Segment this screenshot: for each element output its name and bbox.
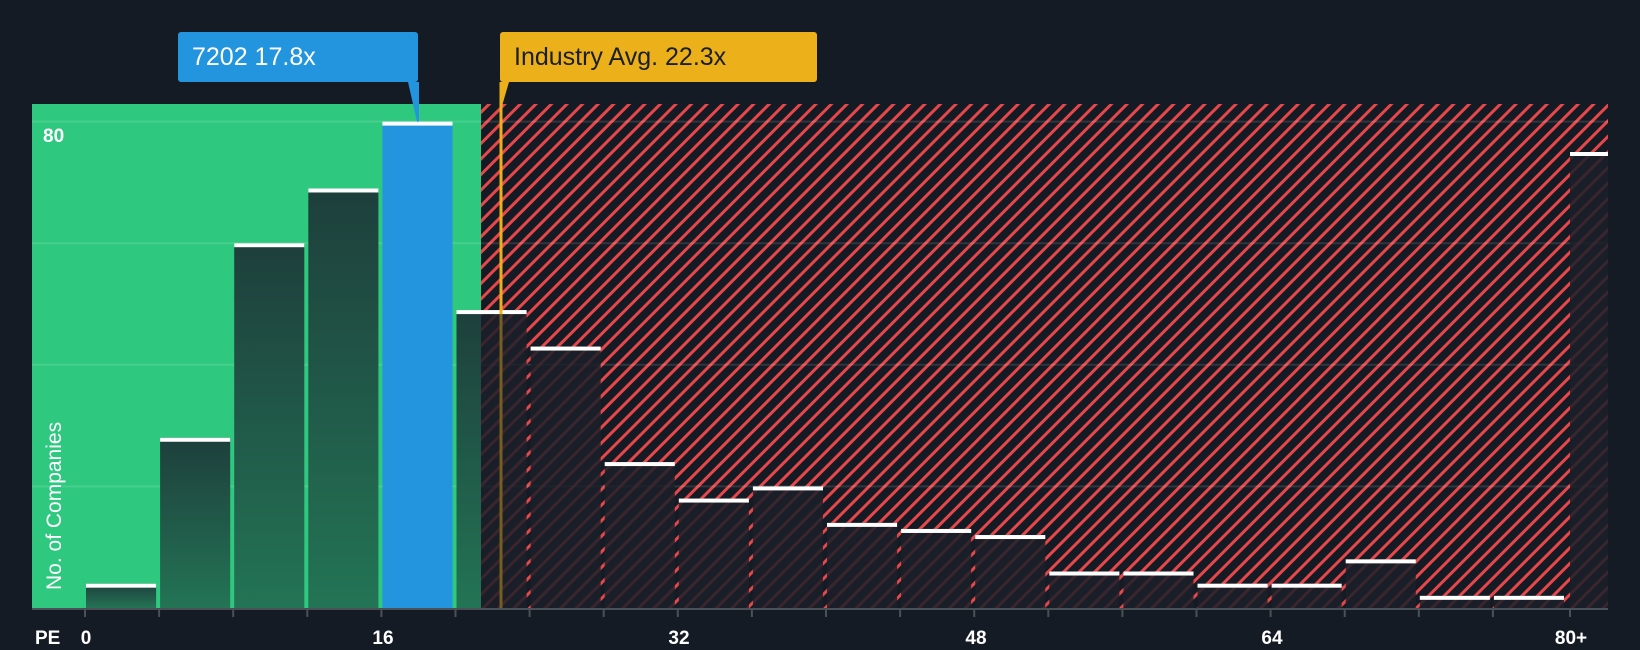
x-tick-16: 16 (372, 628, 394, 649)
x-tick-80-plus: 80+ (1554, 628, 1588, 649)
bar-cap (1493, 595, 1564, 600)
histogram-bar (481, 310, 527, 608)
histogram-bar (901, 528, 972, 608)
histogram-bar (456, 310, 481, 608)
bar-cap (678, 498, 749, 503)
bar-cap (1345, 559, 1416, 564)
histogram-bar (1570, 152, 1608, 608)
x-axis-prefix: PE (35, 628, 61, 649)
bar-cap (827, 522, 898, 527)
histogram-bar (975, 535, 1046, 608)
bar-cap (1271, 583, 1342, 588)
histogram-bar (1123, 571, 1194, 608)
histogram-bars (86, 121, 1608, 609)
bar-cap (1570, 152, 1608, 156)
y-tick-80: 80 (43, 126, 65, 147)
bar-cap (456, 310, 527, 315)
bar-cap (308, 188, 379, 193)
company-pe-callout: 7202 17.8x (178, 32, 418, 82)
histogram-bar (1049, 571, 1120, 608)
bar-cap (382, 121, 453, 126)
bar-cap (1419, 595, 1490, 600)
x-tick-32: 32 (668, 628, 690, 649)
y-axis-title: No. of Companies (43, 421, 66, 590)
company-pointer (408, 82, 418, 122)
histogram-bar (752, 486, 823, 608)
bar-cap (160, 437, 231, 442)
histogram-bar (234, 243, 305, 608)
bar-cap (901, 528, 972, 533)
bar-cap (604, 462, 675, 467)
histogram-bar (1197, 583, 1268, 608)
industry-avg-callout: Industry Avg. 22.3x (500, 32, 817, 82)
bar-cap (86, 583, 157, 588)
bar-cap (1197, 583, 1268, 588)
histogram-bar (160, 437, 231, 608)
histogram-bar (308, 188, 379, 609)
bar-cap (1049, 571, 1120, 576)
bar-cap (234, 243, 305, 248)
x-tick-48: 48 (965, 628, 987, 649)
histogram-bar (1345, 559, 1416, 608)
histogram-bar (1271, 583, 1342, 608)
histogram-bar (827, 522, 898, 608)
histogram-bar (382, 121, 453, 608)
histogram-bar (86, 583, 157, 608)
markers (408, 82, 509, 608)
histogram-bar (678, 498, 749, 608)
bar-cap (752, 486, 823, 491)
bar-cap (1123, 571, 1194, 576)
bar-cap (530, 346, 601, 351)
x-tick-64: 64 (1261, 628, 1283, 649)
histogram-bar (530, 346, 601, 608)
histogram-bar (604, 462, 675, 608)
x-tick-0: 0 (80, 628, 92, 649)
bar-cap (975, 535, 1046, 540)
industry-pointer (501, 82, 509, 106)
x-axis (32, 608, 1608, 617)
